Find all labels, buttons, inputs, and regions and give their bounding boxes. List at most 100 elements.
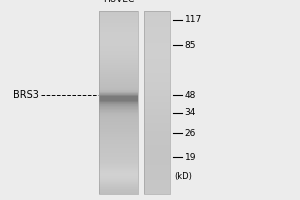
Bar xyxy=(144,186,170,187)
Bar xyxy=(99,14,138,15)
Bar xyxy=(99,22,138,23)
Bar xyxy=(144,137,170,138)
Bar xyxy=(99,155,138,156)
Bar xyxy=(99,16,138,17)
Bar xyxy=(99,111,138,112)
Bar xyxy=(144,119,170,120)
Bar xyxy=(144,43,170,44)
Bar xyxy=(144,24,170,25)
Bar xyxy=(144,159,170,160)
Bar xyxy=(144,27,170,28)
Text: 34: 34 xyxy=(184,108,196,117)
Bar xyxy=(99,85,138,86)
Bar xyxy=(99,131,138,132)
Bar xyxy=(144,24,170,25)
Bar xyxy=(144,168,170,169)
Bar xyxy=(144,60,170,61)
Bar xyxy=(99,49,138,50)
Bar xyxy=(99,157,138,158)
Bar xyxy=(99,184,138,185)
Bar xyxy=(144,71,170,72)
Bar xyxy=(99,118,138,119)
Bar xyxy=(99,154,138,155)
Bar xyxy=(99,101,138,102)
Bar xyxy=(99,71,138,72)
Bar xyxy=(99,54,138,55)
Bar xyxy=(144,51,170,52)
Bar xyxy=(99,78,138,79)
Bar xyxy=(144,148,170,149)
Bar xyxy=(144,47,170,48)
Bar xyxy=(99,11,138,12)
Bar xyxy=(99,63,138,64)
Bar xyxy=(99,79,138,80)
Bar xyxy=(144,144,170,145)
Bar xyxy=(99,57,138,58)
Bar xyxy=(99,163,138,164)
Bar xyxy=(99,175,138,176)
Bar xyxy=(99,174,138,175)
Bar xyxy=(144,135,170,136)
Bar xyxy=(99,24,138,25)
Bar xyxy=(99,46,138,47)
Bar xyxy=(144,78,170,79)
Bar xyxy=(144,46,170,47)
Bar xyxy=(144,153,170,154)
Bar xyxy=(99,189,138,190)
Bar xyxy=(99,49,138,50)
Bar xyxy=(99,152,138,153)
Bar xyxy=(144,123,170,124)
Bar xyxy=(144,115,170,116)
Bar xyxy=(99,42,138,43)
Bar xyxy=(144,76,170,77)
Bar xyxy=(99,164,138,165)
Bar xyxy=(99,96,138,97)
Bar xyxy=(99,59,138,60)
Bar xyxy=(99,105,138,106)
Bar xyxy=(144,66,170,67)
Bar xyxy=(99,11,138,194)
Bar xyxy=(99,149,138,150)
Bar xyxy=(144,165,170,166)
Bar xyxy=(99,13,138,14)
Bar xyxy=(99,120,138,121)
Bar xyxy=(144,185,170,186)
Bar xyxy=(99,91,138,92)
Bar xyxy=(99,50,138,51)
Bar xyxy=(99,88,138,89)
Bar xyxy=(144,167,170,168)
Bar xyxy=(144,56,170,57)
Bar xyxy=(144,73,170,74)
Bar xyxy=(99,136,138,137)
Bar xyxy=(99,193,138,194)
Bar xyxy=(99,172,138,173)
Bar xyxy=(99,25,138,26)
Bar xyxy=(99,20,138,21)
Bar xyxy=(99,56,138,57)
Bar xyxy=(144,83,170,84)
Bar xyxy=(144,13,170,14)
Bar xyxy=(99,103,138,104)
Bar xyxy=(144,177,170,178)
Bar xyxy=(144,172,170,173)
Bar xyxy=(144,93,170,94)
Bar xyxy=(144,55,170,56)
Bar xyxy=(144,158,170,159)
Bar xyxy=(99,193,138,194)
Bar xyxy=(144,61,170,62)
Bar xyxy=(99,171,138,172)
Bar xyxy=(99,63,138,64)
Bar xyxy=(99,93,138,94)
Bar xyxy=(144,125,170,126)
Bar xyxy=(144,82,170,83)
Bar xyxy=(99,16,138,17)
Bar xyxy=(99,104,138,105)
Bar xyxy=(99,167,138,168)
Bar xyxy=(99,102,138,103)
Bar xyxy=(99,118,138,119)
Bar xyxy=(144,31,170,32)
Bar xyxy=(144,110,170,111)
Bar xyxy=(99,90,138,91)
Bar xyxy=(99,122,138,123)
Bar xyxy=(144,180,170,181)
